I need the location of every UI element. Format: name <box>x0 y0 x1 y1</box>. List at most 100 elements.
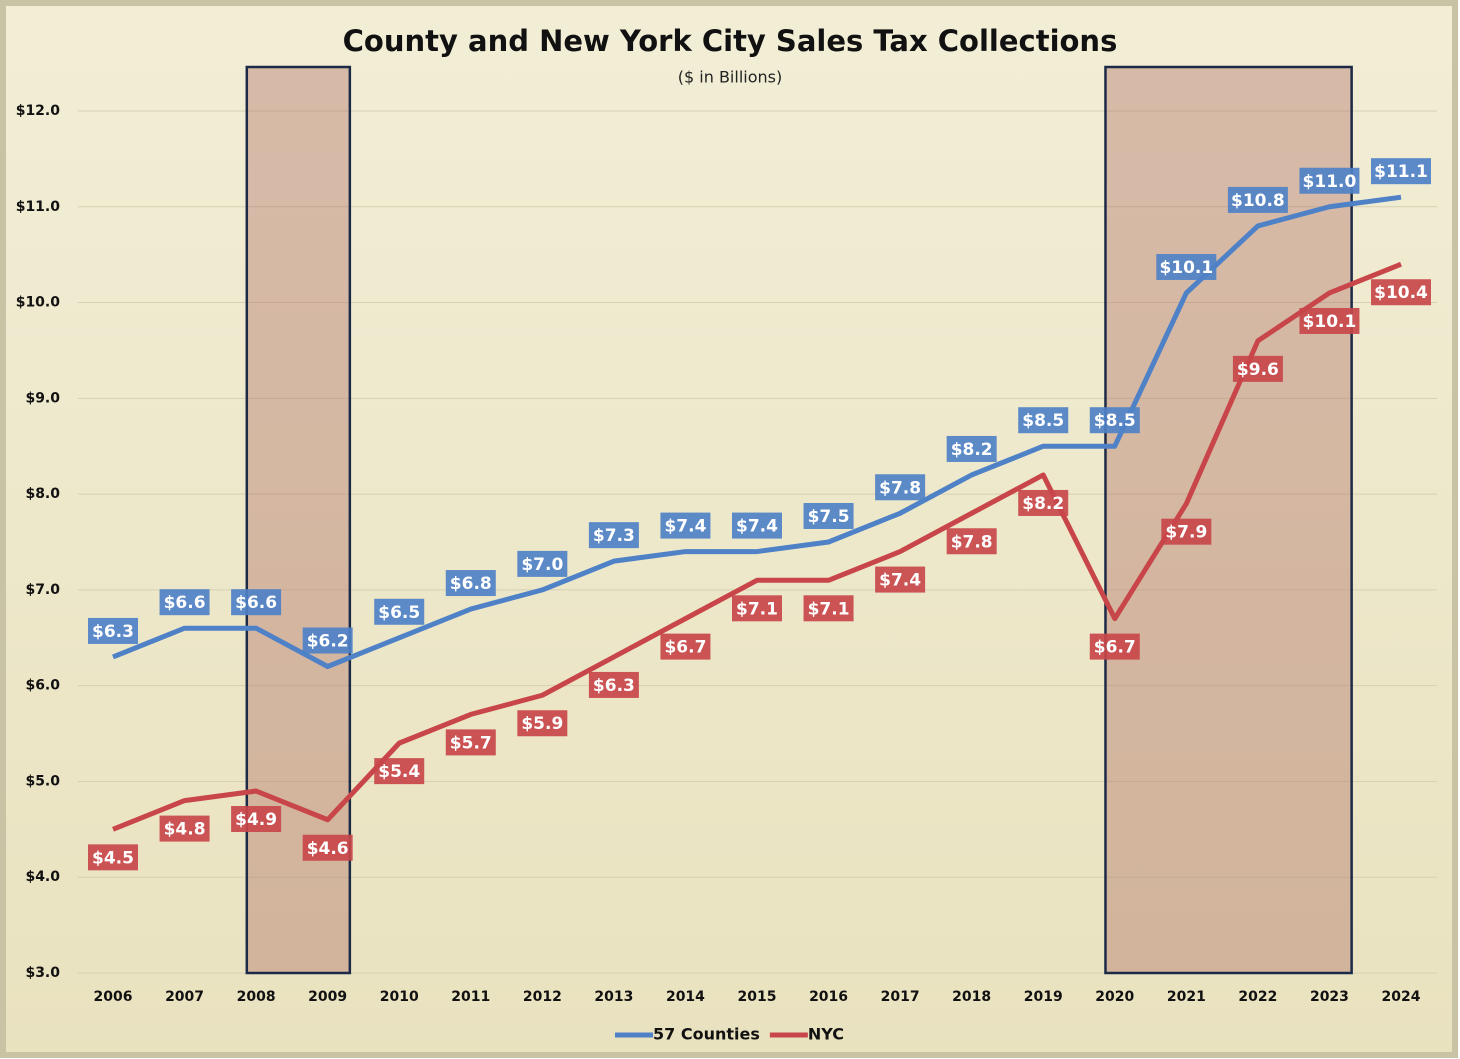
data-label: $6.6 <box>164 593 206 613</box>
data-label: $7.5 <box>808 507 850 527</box>
y-tick-label: $5.0 <box>25 773 60 789</box>
x-tick-label: 2013 <box>594 989 633 1005</box>
data-label-box <box>1227 186 1288 213</box>
data-label-box <box>732 595 782 622</box>
x-tick-label: 2012 <box>523 989 562 1005</box>
data-label: $5.7 <box>450 733 492 753</box>
data-label: $6.3 <box>92 622 134 642</box>
data-label-box <box>88 617 138 644</box>
data-label-box <box>660 512 711 539</box>
data-label-box <box>1299 307 1360 334</box>
x-tick-label: 2014 <box>666 989 705 1005</box>
data-label: $10.4 <box>1374 283 1428 303</box>
data-label-box <box>732 512 782 539</box>
data-label: $8.2 <box>951 440 993 460</box>
data-label: $11.0 <box>1303 172 1357 192</box>
data-label: $11.1 <box>1374 162 1428 182</box>
data-label-box <box>374 758 425 785</box>
shaded-period <box>1104 65 1353 975</box>
data-label: $6.5 <box>378 603 420 623</box>
y-tick-label: $10.0 <box>16 295 61 311</box>
chart-subtitle: ($ in Billions) <box>678 68 782 87</box>
data-label-box <box>517 550 568 577</box>
data-label-box <box>946 435 997 462</box>
x-tick-label: 2020 <box>1095 989 1134 1005</box>
series-line <box>112 261 1402 832</box>
data-label: $10.8 <box>1231 191 1285 211</box>
y-tick-label: $9.0 <box>25 390 60 406</box>
data-label-box <box>445 570 496 597</box>
x-tick-label: 2007 <box>165 989 204 1005</box>
x-tick-label: 2017 <box>881 989 920 1005</box>
y-tick-label: $12.0 <box>16 103 61 119</box>
data-label: $4.5 <box>92 848 134 868</box>
data-label: $7.3 <box>593 526 635 546</box>
data-label-box <box>803 595 854 622</box>
data-label: $5.9 <box>521 714 563 734</box>
x-tick-label: 2009 <box>308 989 347 1005</box>
data-label-box <box>159 589 210 616</box>
x-tick-label: 2011 <box>451 989 490 1005</box>
y-tick-label: $8.0 <box>25 486 60 502</box>
y-tick-label: $4.0 <box>25 869 60 885</box>
data-label-box <box>588 522 639 549</box>
data-label: $7.4 <box>664 517 706 537</box>
x-tick-label: 2006 <box>94 989 133 1005</box>
data-label: $6.3 <box>593 676 635 696</box>
legend-label: 57 Counties <box>653 1025 760 1044</box>
data-label: $9.6 <box>1237 360 1279 380</box>
data-label-box <box>445 729 496 756</box>
x-tick-label: 2018 <box>952 989 991 1005</box>
data-label-box <box>1371 279 1431 306</box>
data-label: $7.4 <box>736 517 778 537</box>
data-label-box <box>1161 518 1212 545</box>
data-label: $7.1 <box>808 599 850 619</box>
y-tick-label: $7.0 <box>25 582 60 598</box>
x-tick-label: 2016 <box>809 989 848 1005</box>
data-label: $6.2 <box>307 632 349 652</box>
data-label-box <box>803 502 854 529</box>
data-label-box <box>302 834 353 861</box>
data-label: $8.5 <box>1022 411 1064 431</box>
y-tick-label: $6.0 <box>25 678 60 694</box>
data-label-box <box>1018 407 1069 434</box>
data-label-box <box>302 627 353 654</box>
data-label: $10.1 <box>1159 258 1213 278</box>
data-label-box <box>1089 633 1140 660</box>
data-label: $7.8 <box>879 478 921 498</box>
data-label-box <box>875 566 926 593</box>
data-label: $7.4 <box>879 571 921 591</box>
data-label-box <box>1018 489 1069 516</box>
data-label-box <box>588 671 639 698</box>
x-tick-label: 2008 <box>237 989 276 1005</box>
data-label: $6.6 <box>235 593 277 613</box>
data-label: $6.7 <box>1094 638 1136 658</box>
data-label-box <box>231 806 282 833</box>
legend-label: NYC <box>808 1025 844 1044</box>
data-label: $7.8 <box>951 532 993 552</box>
data-label: $10.1 <box>1303 312 1357 332</box>
x-tick-label: 2023 <box>1310 989 1349 1005</box>
data-label-box <box>946 528 997 555</box>
data-label-box <box>517 710 568 737</box>
data-label: $4.9 <box>235 810 277 830</box>
data-label-box <box>1156 253 1217 280</box>
data-label-box <box>231 589 282 616</box>
data-label-box <box>374 598 425 625</box>
data-label-box <box>1371 158 1431 185</box>
data-label: $8.5 <box>1094 411 1136 431</box>
data-label: $7.0 <box>521 555 563 575</box>
data-label: $4.6 <box>307 839 349 859</box>
data-label-box <box>660 633 711 660</box>
x-tick-label: 2015 <box>738 989 777 1005</box>
data-label-box <box>1232 355 1283 382</box>
data-label: $5.4 <box>378 762 420 782</box>
x-tick-label: 2021 <box>1167 989 1206 1005</box>
data-label: $6.7 <box>664 638 706 658</box>
data-label: $7.1 <box>736 599 778 619</box>
x-tick-label: 2022 <box>1238 989 1277 1005</box>
data-label-box <box>1299 167 1360 194</box>
